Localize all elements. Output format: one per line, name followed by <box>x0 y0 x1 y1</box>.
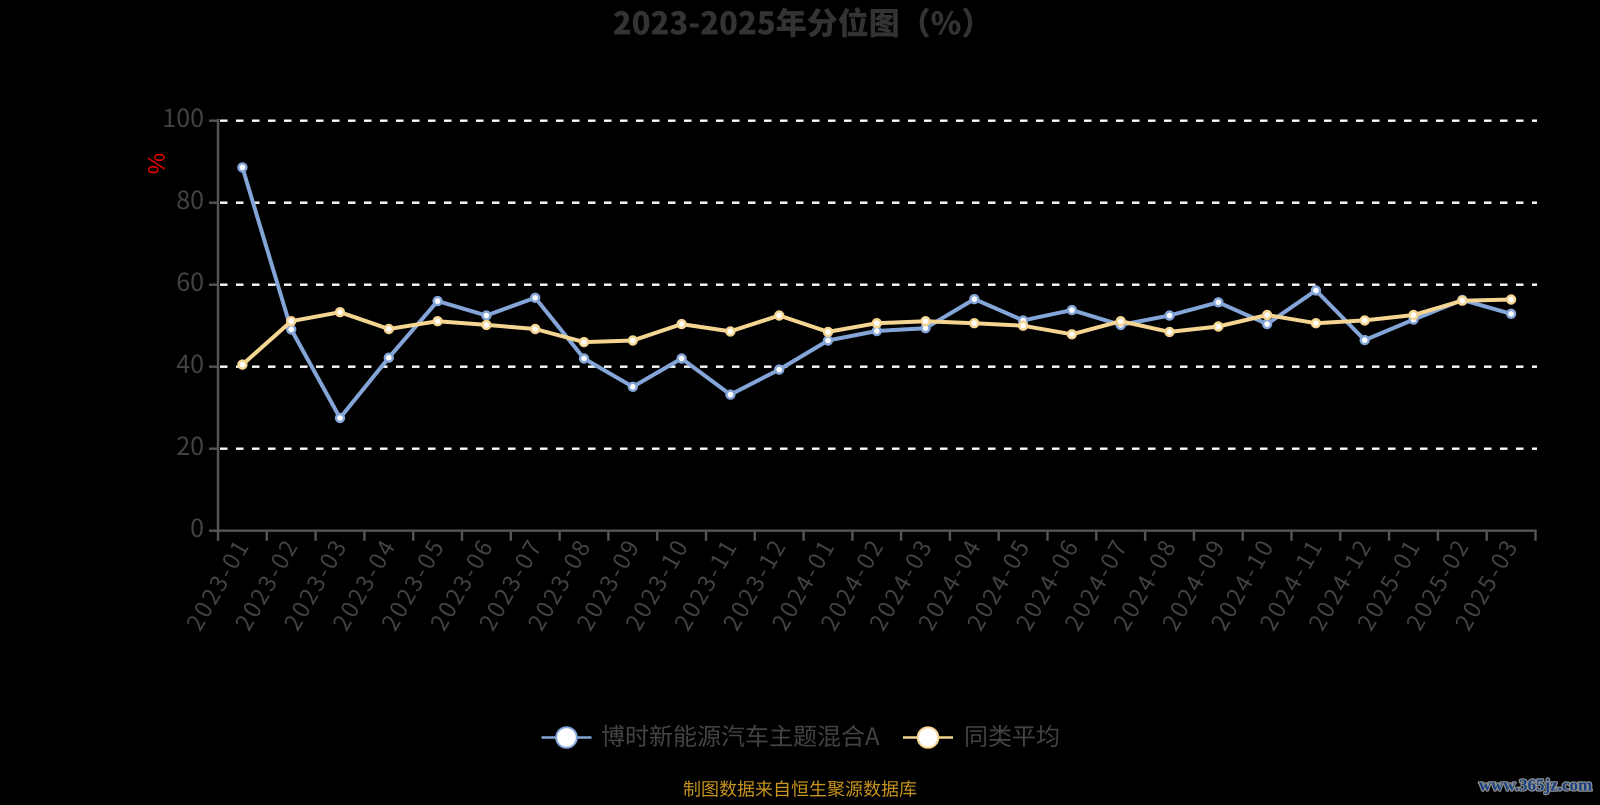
svg-text:%: % <box>142 153 169 174</box>
svg-text:www.365jz.com: www.365jz.com <box>1479 776 1592 795</box>
